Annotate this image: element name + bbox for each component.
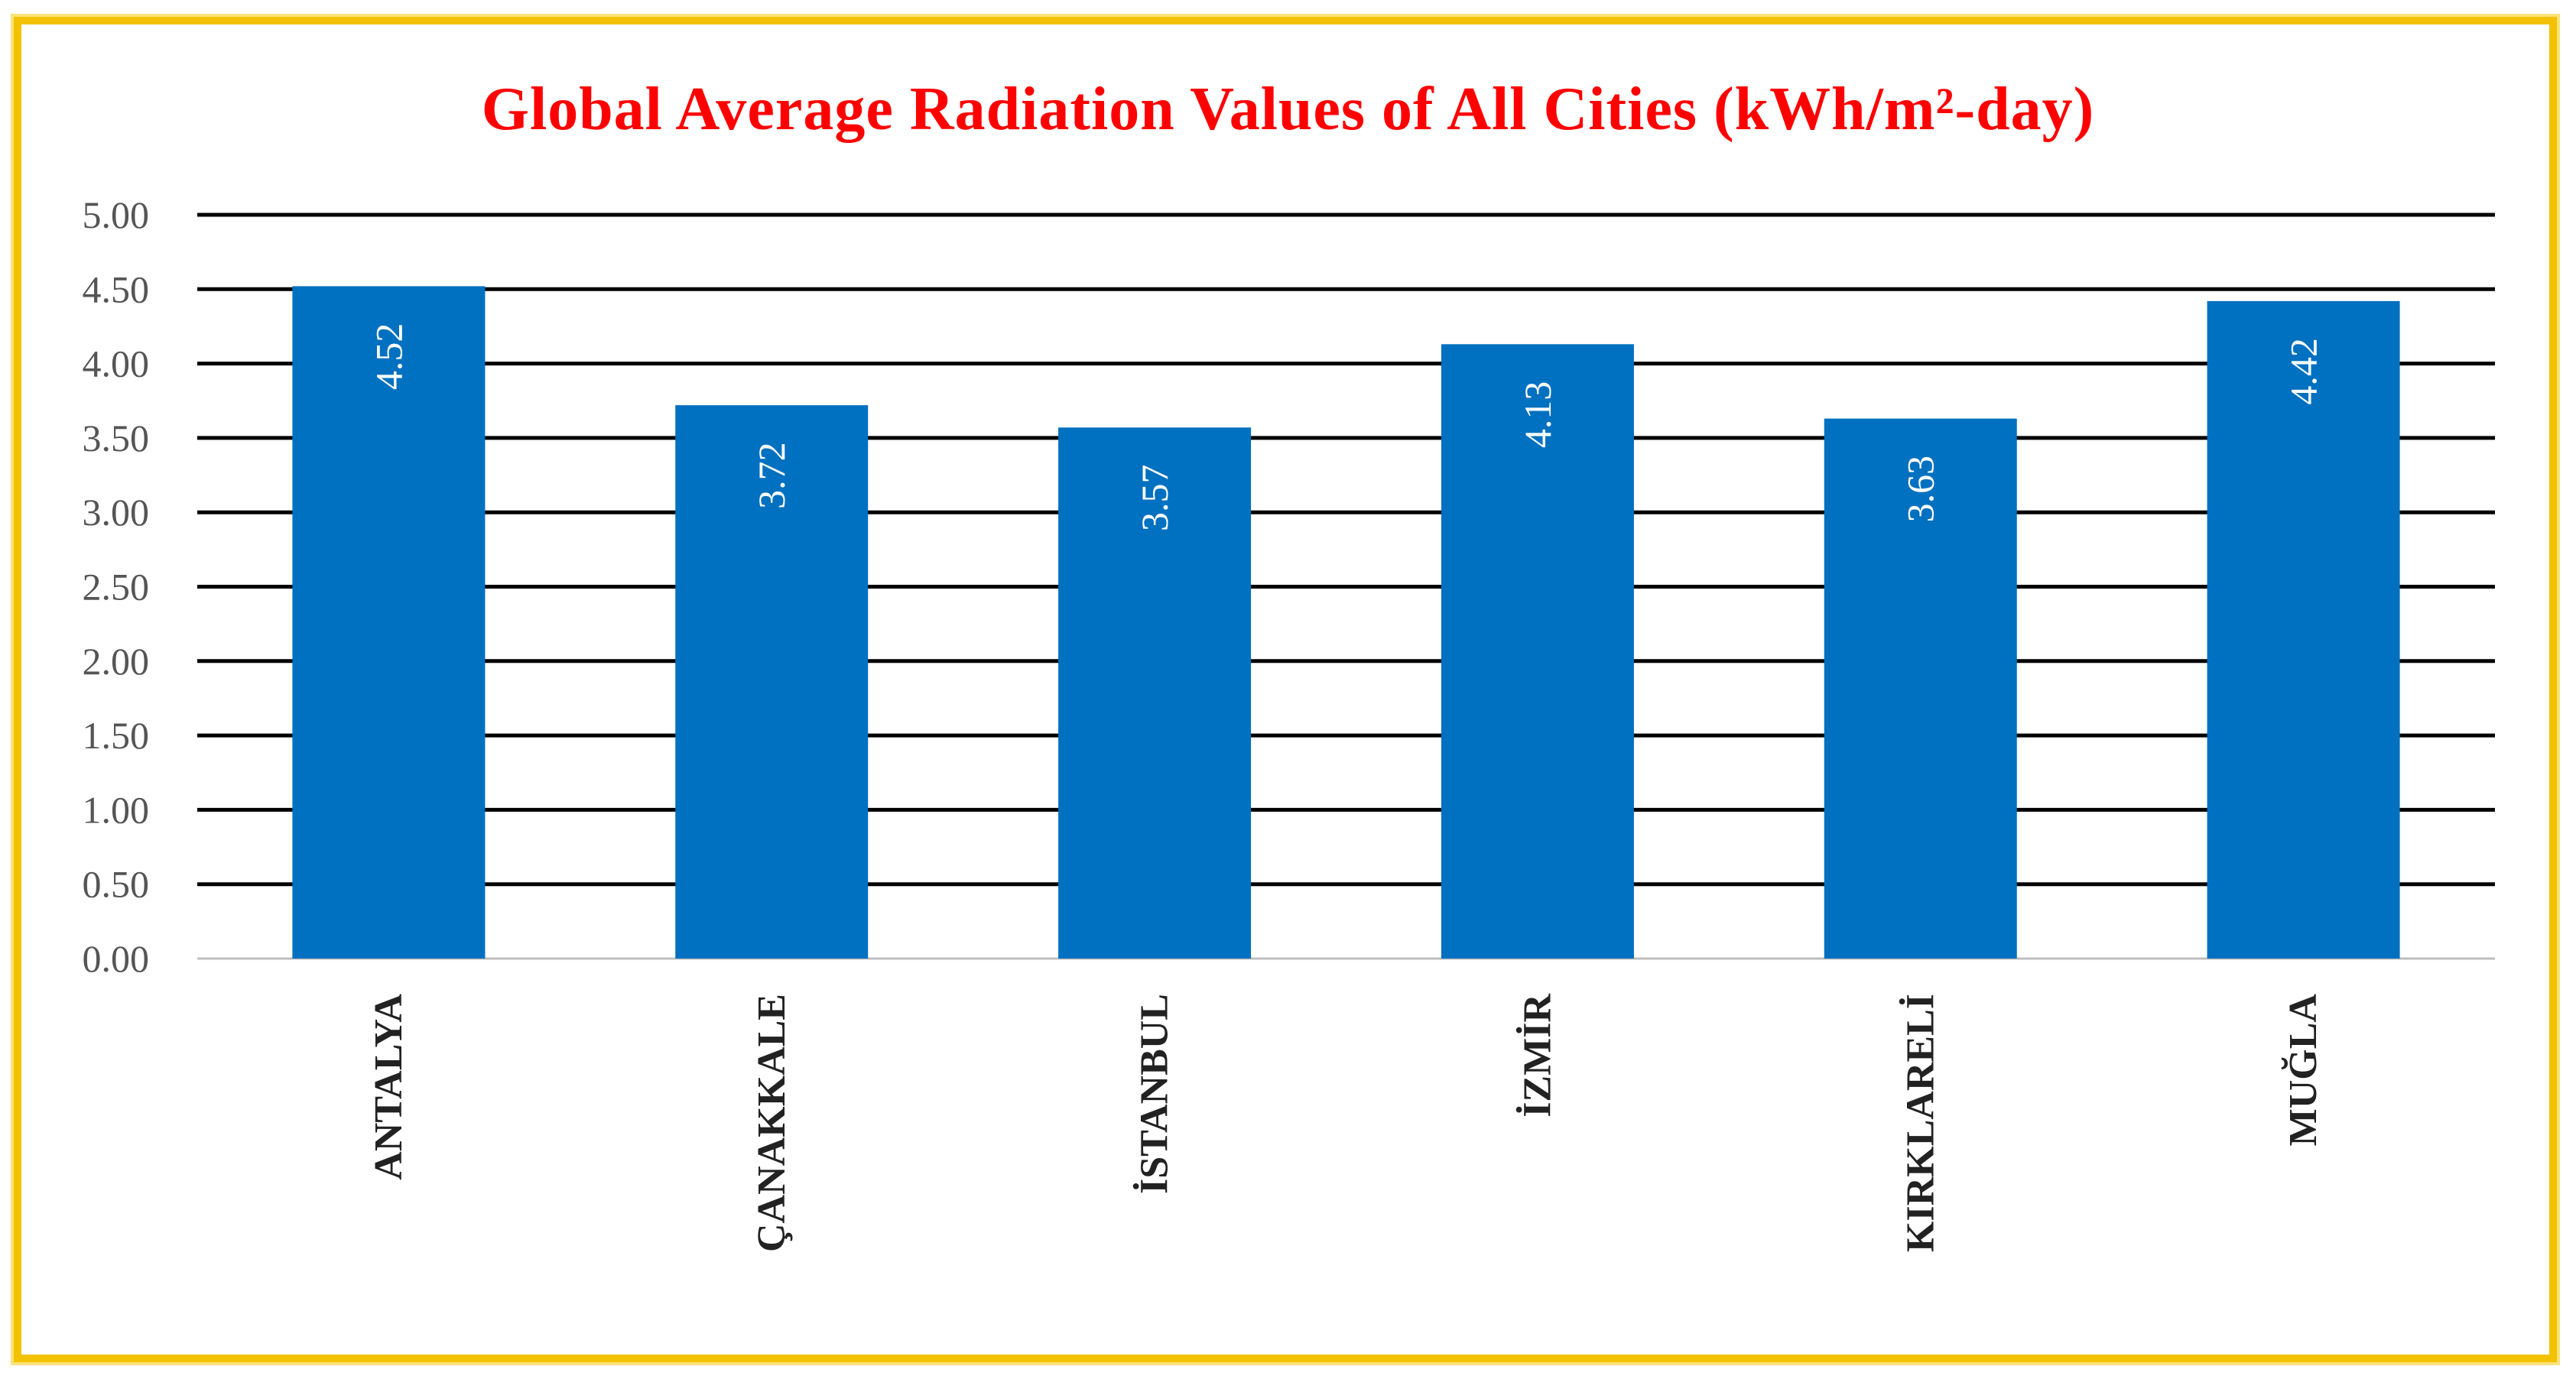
y-tick-label: 5.00 xyxy=(83,193,150,236)
data-label: 4.42 xyxy=(2282,338,2325,405)
axes: 0.00 0.50 1.00 1.50 2.00 2.50 3.00 3.50 4.00 4.50… xyxy=(83,193,2326,1252)
data-label: 3.72 xyxy=(750,442,793,509)
data-label: 4.13 xyxy=(1516,381,1559,449)
data-label: 3.57 xyxy=(1133,465,1176,532)
bar-5 xyxy=(1824,418,2017,959)
y-tick-label: 3.50 xyxy=(83,417,150,459)
data-label: 4.52 xyxy=(367,323,410,391)
x-tick-label: ÇANAKKALE xyxy=(750,994,794,1252)
chart-title: Global Average Radiation Values of All C… xyxy=(481,76,2095,143)
bar-1 xyxy=(292,286,486,959)
bar-6 xyxy=(2207,300,2400,959)
y-tick-label: 1.50 xyxy=(83,714,150,757)
bar-4 xyxy=(1441,344,1634,959)
y-tick-label: 4.00 xyxy=(83,342,150,385)
y-tick-label: 1.00 xyxy=(83,788,150,831)
x-tick-label: İSTANBUL xyxy=(1133,994,1177,1194)
bar-2 xyxy=(675,405,869,959)
y-tick-label: 4.50 xyxy=(83,268,150,310)
x-tick-label: İZMİR xyxy=(1515,993,1559,1118)
x-tick-label: KIRKLARELİ xyxy=(1899,994,1942,1252)
x-tick-label: ANTALYA xyxy=(367,994,411,1180)
bar-3 xyxy=(1058,427,1252,959)
y-tick-label: 0.50 xyxy=(83,863,150,906)
y-tick-label: 2.00 xyxy=(83,640,150,683)
x-tick-label: MUĞLA xyxy=(2281,994,2325,1147)
y-tick-label: 0.00 xyxy=(83,937,150,980)
bars: 4.52 3.72 3.57 4.13 3.63 4.42 xyxy=(292,286,2400,959)
y-tick-label: 3.00 xyxy=(83,491,150,534)
gridlines xyxy=(197,213,2495,960)
y-tick-label: 2.50 xyxy=(83,566,150,608)
data-label: 3.63 xyxy=(1899,456,1942,523)
